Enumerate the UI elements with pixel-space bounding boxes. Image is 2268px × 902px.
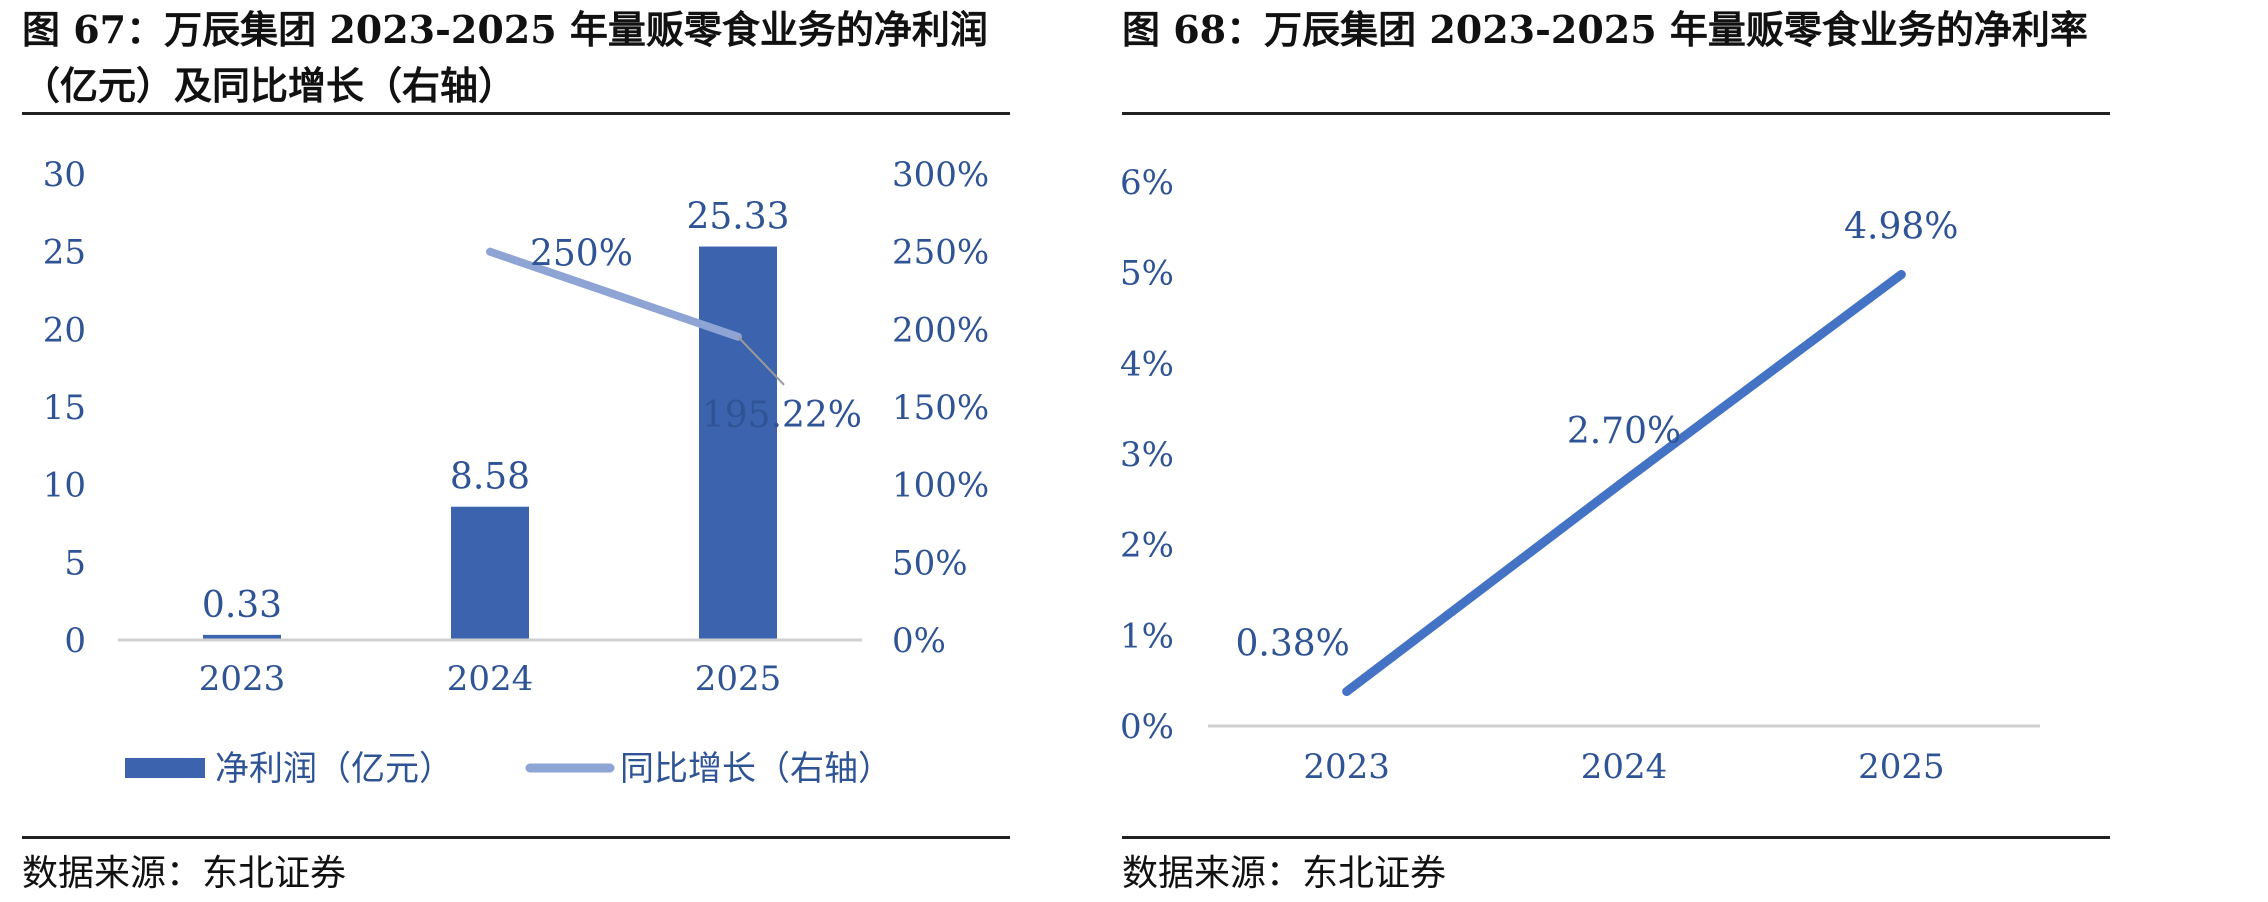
y-axis-tick-label: 0% — [1120, 707, 1174, 747]
y-axis-tick-label: 30 — [43, 155, 86, 195]
y2-axis-tick-label: 100% — [892, 466, 989, 506]
figure-68-source: 数据来源：东北证券 — [1122, 853, 1447, 894]
bar-data-label: 8.58 — [450, 457, 530, 498]
legend-bar-label: 净利润（亿元） — [215, 749, 453, 789]
x-axis-tick-label: 2023 — [1303, 747, 1390, 787]
y-axis-tick-label: 20 — [43, 310, 86, 350]
bar-2025 — [699, 246, 777, 641]
growth-data-label: 250% — [530, 234, 633, 275]
figure-68-panel: 图 68：万辰集团 2023-2025 年量贩零食业务的净利率 0% 1% 2% 3%… — [1100, 0, 2110, 902]
y2-axis-tick-label: 250% — [892, 233, 989, 273]
figure-67-source: 数据来源：东北证券 — [22, 853, 347, 894]
bar-data-label: 25.33 — [686, 197, 789, 238]
figure-67-title: 图 67：万辰集团 2023-2025 年量贩零食业务的净利润（亿元）及同比增长… — [22, 7, 988, 108]
x-axis-tick-label: 2023 — [199, 659, 286, 699]
bar-data-label: 0.33 — [202, 585, 282, 626]
y2-axis-tick-label: 300% — [892, 155, 989, 195]
net-margin-line — [1342, 269, 1906, 697]
x-axis-tick-label: 2024 — [447, 659, 534, 699]
y-axis-tick-label: 4% — [1120, 344, 1174, 384]
y2-axis-tick-label: 0% — [892, 621, 946, 661]
y-axis-tick-label: 25 — [43, 233, 86, 273]
y2-axis-tick-label: 150% — [892, 388, 989, 428]
legend-bar-swatch — [125, 758, 205, 778]
bar-2023 — [203, 634, 281, 640]
y-axis-tick-label: 6% — [1120, 163, 1174, 203]
growth-data-label: 195.22% — [702, 395, 862, 436]
y-axis-tick-label: 3% — [1120, 435, 1174, 475]
x-axis-tick-label: 2024 — [1581, 747, 1668, 787]
y-axis-tick-label: 10 — [43, 466, 86, 506]
y-axis-tick-label: 5% — [1120, 254, 1174, 294]
bar-2024 — [451, 506, 529, 640]
y-axis-tick-label: 2% — [1120, 526, 1174, 566]
figure-67-top-rule — [22, 112, 1010, 115]
net-margin-chart: 0% 1% 2% 3% 4% 5% 6% 2023 2024 2025 0.38% 2.70% 4.98… — [1120, 163, 2040, 787]
x-axis-tick-label: 2025 — [1858, 747, 1945, 787]
figure-67-panel: 图 67：万辰集团 2023-2025 年量贩零食业务的净利润（亿元）及同比增长… — [0, 0, 1010, 902]
y2-axis-tick-label: 50% — [892, 543, 968, 583]
y-axis-tick-label: 5 — [64, 543, 86, 583]
y2-axis-tick-label: 200% — [892, 310, 989, 350]
legend-line-label: 同比增长（右轴） — [620, 749, 892, 789]
growth-label-leader-line — [737, 336, 785, 386]
net-margin-data-label: 4.98% — [1844, 206, 1958, 247]
net-margin-data-label: 0.38% — [1235, 624, 1349, 665]
figure-68-bottom-rule — [1122, 836, 2110, 839]
net-margin-data-label: 2.70% — [1567, 411, 1681, 452]
y-axis-tick-label: 1% — [1120, 616, 1174, 656]
y-axis-tick-label: 15 — [43, 388, 86, 428]
growth-line — [486, 247, 742, 341]
net-profit-chart: 0510152025300%50%100%150%200%250%300%0.3… — [43, 155, 989, 789]
y-axis-tick-label: 0 — [64, 621, 86, 661]
figure-67-bottom-rule — [22, 836, 1010, 839]
figure-68-top-rule — [1122, 112, 2110, 115]
figure-68-title: 图 68：万辰集团 2023-2025 年量贩零食业务的净利率 — [1122, 7, 2088, 52]
x-axis-tick-label: 2025 — [695, 659, 782, 699]
